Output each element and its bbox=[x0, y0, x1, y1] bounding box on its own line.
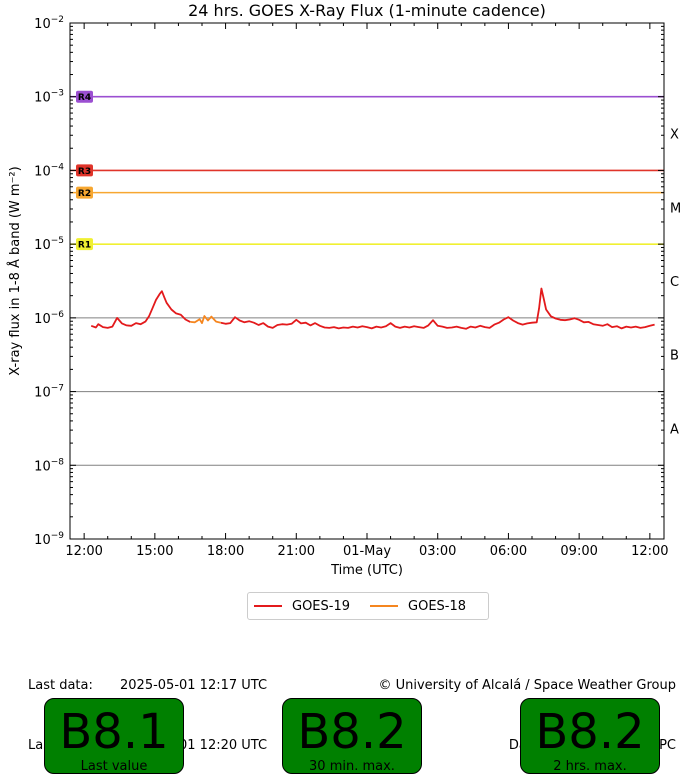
class-label-b: B bbox=[670, 349, 679, 364]
y-tick-label: 10−8 bbox=[34, 457, 64, 474]
legend-swatch-goes19 bbox=[254, 605, 282, 607]
two-hrs-max-box: B8.2 2 hrs. max. bbox=[520, 698, 660, 774]
series-line-goes19 bbox=[90, 290, 191, 329]
last-value-box: B8.1 Last value bbox=[44, 698, 184, 774]
threshold-label-r4: R4 bbox=[78, 93, 91, 103]
chart-title: 24 hrs. GOES X-Ray Flux (1-minute cadenc… bbox=[188, 1, 546, 20]
class-label-a: A bbox=[670, 422, 679, 437]
last-data-label: Last data: bbox=[28, 678, 93, 693]
y-tick-label: 10−2 bbox=[34, 15, 64, 32]
y-tick-label: 10−7 bbox=[34, 384, 64, 401]
threshold-label-r2: R2 bbox=[78, 189, 91, 199]
two-hrs-max-caption: 2 hrs. max. bbox=[553, 759, 627, 774]
threshold-badge-r4 bbox=[76, 90, 93, 103]
threshold-badge-r3 bbox=[76, 164, 93, 177]
y-tick-label: 10−5 bbox=[34, 236, 64, 253]
last-data-value: 2025-05-01 12:17 UTC bbox=[120, 678, 268, 693]
credit-text: © University of Alcalá / Space Weather G… bbox=[378, 678, 676, 693]
x-tick-label: 21:00 bbox=[278, 544, 315, 559]
x-tick-label: 03:00 bbox=[419, 544, 456, 559]
class-label-m: M bbox=[670, 201, 681, 216]
x-tick-label: 06:00 bbox=[490, 544, 527, 559]
legend-swatch-goes18 bbox=[370, 605, 399, 607]
y-tick-label: 10−6 bbox=[34, 310, 64, 327]
y-tick-label: 10−4 bbox=[34, 162, 64, 179]
threshold-label-r3: R3 bbox=[78, 167, 91, 177]
legend-label-goes19: GOES-19 bbox=[292, 598, 351, 614]
legend-label-goes18: GOES-18 bbox=[408, 598, 467, 614]
series-line-goes19 bbox=[220, 287, 655, 330]
y-axis-label: X-ray flux in 1-8 Å band (W m⁻²) bbox=[7, 166, 23, 375]
x-tick-label: 01-May bbox=[343, 544, 391, 559]
class-label-x: X bbox=[670, 128, 679, 143]
xray-flux-chart: R4 R3 R2 R1 10−9 10−8 10−7 10−6 10−5 10−4 10−3 10−2… bbox=[7, 1, 681, 578]
x-tick-label: 15:00 bbox=[136, 544, 173, 559]
last-value: B8.1 bbox=[59, 704, 169, 760]
two-hrs-max-value: B8.2 bbox=[535, 704, 645, 760]
threshold-badge-r1 bbox=[76, 238, 93, 251]
series-line-goes18 bbox=[190, 315, 222, 324]
x-tick-label: 09:00 bbox=[560, 544, 597, 559]
y-tick-label: 10−9 bbox=[34, 531, 64, 548]
last-value-caption: Last value bbox=[80, 759, 148, 774]
legend-item-goes19: GOES-19 bbox=[254, 599, 350, 614]
thirty-min-max-box: B8.2 30 min. max. bbox=[282, 698, 422, 774]
x-tick-label: 12:00 bbox=[631, 544, 668, 559]
y-tick-label: 10−3 bbox=[34, 89, 64, 106]
legend-item-goes18: GOES-18 bbox=[370, 599, 466, 614]
chart-legend: GOES-19 GOES-18 bbox=[247, 592, 489, 620]
class-label-c: C bbox=[670, 275, 679, 290]
thirty-min-max-caption: 30 min. max. bbox=[309, 759, 395, 774]
plot-frame bbox=[69, 22, 665, 540]
thirty-min-max-value: B8.2 bbox=[297, 704, 407, 760]
threshold-label-r1: R1 bbox=[78, 241, 91, 251]
x-tick-label: 12:00 bbox=[65, 544, 102, 559]
x-axis-label: Time (UTC) bbox=[330, 563, 403, 578]
threshold-badge-r2 bbox=[76, 186, 93, 199]
x-tick-label: 18:00 bbox=[207, 544, 244, 559]
